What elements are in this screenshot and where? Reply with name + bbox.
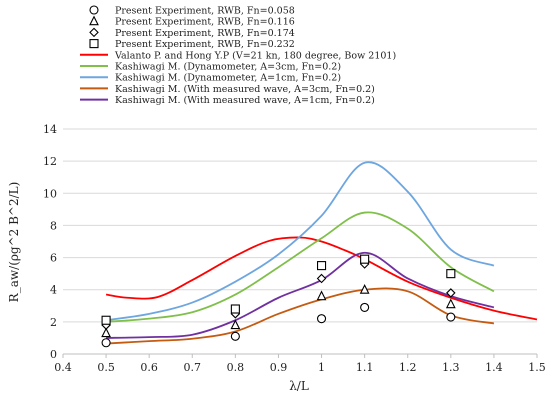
series-1-point-1 <box>230 319 241 330</box>
x-tick-label-4: 0.8 <box>227 361 245 374</box>
series-line-4 <box>105 236 538 321</box>
series-0-point-2 <box>316 314 327 324</box>
series-1-point-3 <box>359 283 370 294</box>
series-3-point-3 <box>360 254 370 264</box>
series-3-point-4 <box>446 269 456 279</box>
series-1-point-0 <box>101 327 111 338</box>
x-axis-label: λ/L <box>289 379 309 393</box>
x-tick-label-0: 0.4 <box>54 361 72 374</box>
series-line-5 <box>106 211 495 323</box>
series-1-point-2 <box>316 290 327 301</box>
y-tick-label-7: 14 <box>43 123 57 136</box>
series-line-6 <box>105 161 495 322</box>
x-tick-label-9: 1.3 <box>442 361 460 374</box>
y-tick-label-4: 8 <box>50 219 57 232</box>
x-tick-label-2: 0.6 <box>140 361 158 374</box>
legend: Present Experiment, RWB, Fn=0.058Present… <box>80 5 396 106</box>
legend-label-0: Present Experiment, RWB, Fn=0.058 <box>115 6 295 17</box>
y-tick-label-6: 12 <box>43 155 57 168</box>
x-tick-label-10: 1.4 <box>485 361 503 374</box>
x-tick-label-6: 1 <box>318 361 325 374</box>
legend-label-4: Valanto P. and Hong Y.P (V=21 kn, 180 de… <box>114 50 396 61</box>
grid <box>63 128 537 323</box>
series-2-point-4 <box>446 288 456 298</box>
series-layer <box>101 161 538 348</box>
x-tick-label-11: 1.5 <box>528 361 545 374</box>
series-0-point-3 <box>360 302 370 312</box>
axes: 0 2 4 6 8 10 12 14 0.4 0.5 0.6 0.7 0.8 0.9 1 1.1 1.2 1.3 1… <box>43 123 545 374</box>
y-tick-label-5: 10 <box>43 187 57 200</box>
series-0-point-4 <box>446 312 456 322</box>
x-tick-label-3: 0.7 <box>184 361 202 374</box>
legend-symbol-1 <box>89 15 99 26</box>
y-tick-label-1: 2 <box>50 316 57 329</box>
legend-label-8: Kashiwagi M. (With measured wave, A=1cm,… <box>115 95 375 106</box>
x-tick-label-8: 1.2 <box>399 361 417 374</box>
legend-symbol-3 <box>89 39 99 49</box>
series-1-point-4 <box>445 298 456 309</box>
legend-label-7: Kashiwagi M. (With measured wave, A=3cm,… <box>115 84 375 95</box>
x-tick-label-1: 0.5 <box>97 361 115 374</box>
legend-label-1: Present Experiment, RWB, Fn=0.116 <box>115 17 295 28</box>
series-3-point-2 <box>316 261 327 271</box>
series-0-point-0 <box>101 338 111 348</box>
y-tick-label-3: 6 <box>50 252 57 265</box>
x-tick-label-7: 1.1 <box>356 361 374 374</box>
y-tick-label-2: 4 <box>50 284 57 297</box>
series-3-point-0 <box>101 315 111 325</box>
legend-label-5: Kashiwagi M. (Dynamometer, A=3cm, Fn=0.2… <box>115 62 341 73</box>
series-line-8 <box>106 251 495 339</box>
legend-symbol-2 <box>89 27 99 38</box>
legend-label-2: Present Experiment, RWB, Fn=0.174 <box>115 28 295 39</box>
legend-label-3: Present Experiment, RWB, Fn=0.232 <box>115 39 295 50</box>
legend-label-6: Kashiwagi M. (Dynamometer, A=1cm, Fn=0.2… <box>115 73 341 84</box>
x-tick-label-5: 0.9 <box>270 361 288 374</box>
series-2-point-2 <box>316 273 327 284</box>
y-axis-label: R_aw/(ρg^2 B^2/L) <box>7 182 21 303</box>
series-0-point-1 <box>230 331 240 341</box>
series-3-point-1 <box>230 304 240 314</box>
y-tick-label-0: 0 <box>50 348 57 361</box>
legend-symbol-0 <box>89 5 99 15</box>
series-line-7 <box>106 287 495 345</box>
